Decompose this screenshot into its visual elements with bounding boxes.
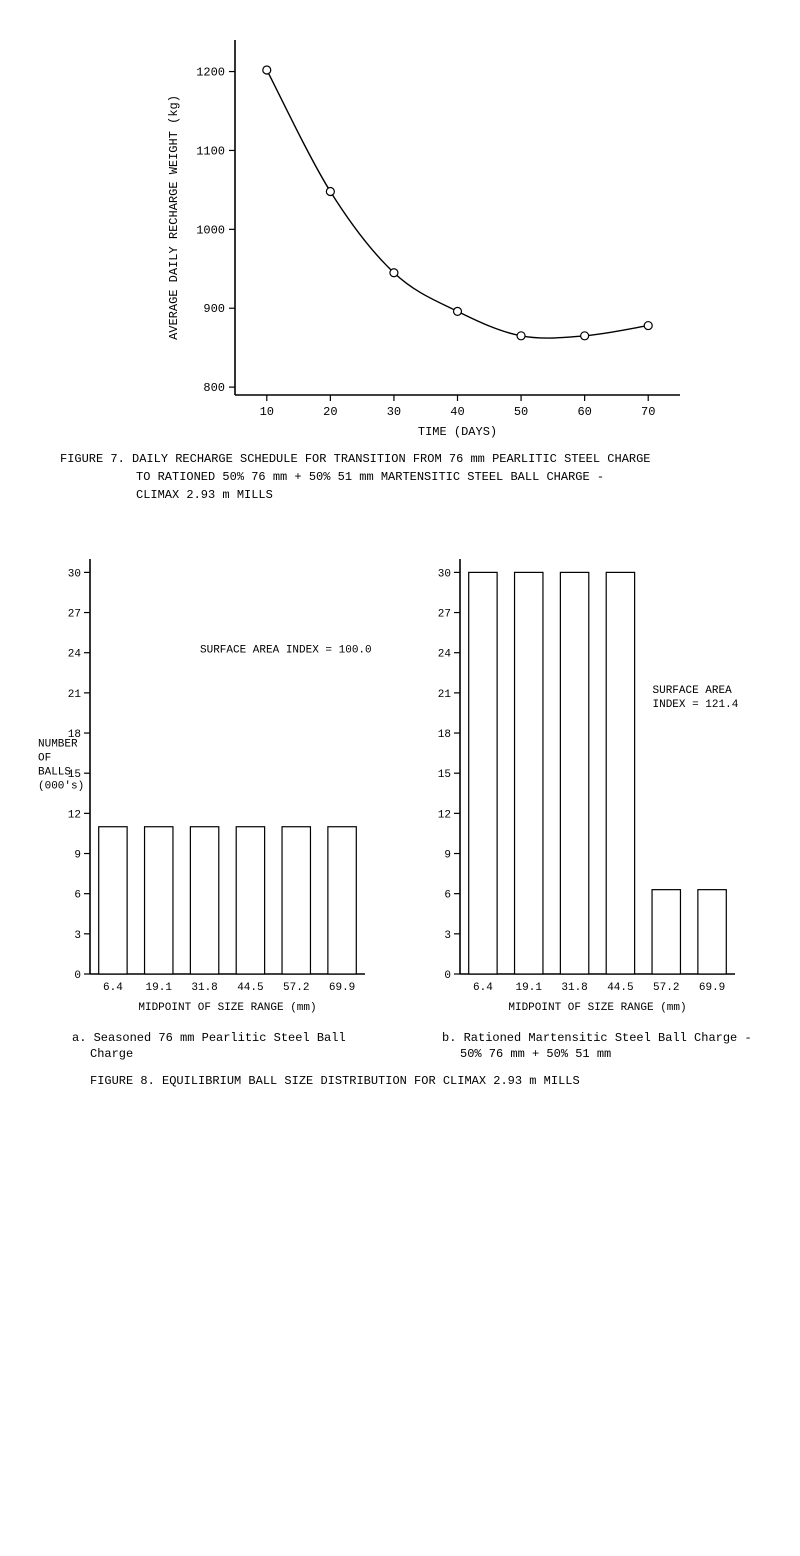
figure-8-panel-b-subcaption: b. Rationed Martensitic Steel Ball Charg… [400, 1030, 770, 1062]
svg-text:20: 20 [323, 405, 337, 419]
svg-text:(000's): (000's) [38, 781, 84, 793]
svg-text:21: 21 [438, 689, 452, 701]
svg-text:6: 6 [74, 890, 81, 902]
figure-7-caption: FIGURE 7. DAILY RECHARGE SCHEDULE FOR TR… [30, 450, 770, 504]
figure-7-chart: 10 20 30 40 50 60 70 800 900 1000 1100 1200 TIME (DA… [140, 20, 770, 440]
svg-text:1200: 1200 [196, 66, 225, 80]
svg-text:10: 10 [260, 405, 274, 419]
svg-text:TIME (DAYS): TIME (DAYS) [418, 425, 497, 439]
figure-8-panel-b-chart: 0 3 6 9 12 15 18 21 24 27 30 6.4 19.1 31.8 44.5 57.2 69.… [400, 544, 770, 1024]
svg-text:30: 30 [68, 568, 81, 580]
svg-text:NUMBER: NUMBER [38, 739, 78, 751]
figure-8-panels: 0369121518212427306.419.131.844.557.269.… [30, 544, 770, 1062]
svg-text:69.9: 69.9 [329, 982, 355, 994]
svg-text:12: 12 [68, 809, 81, 821]
svg-text:19.1: 19.1 [146, 982, 173, 994]
figure-7-caption-line1: FIGURE 7. DAILY RECHARGE SCHEDULE FOR TR… [60, 450, 750, 468]
svg-text:MIDPOINT OF SIZE RANGE (mm): MIDPOINT OF SIZE RANGE (mm) [138, 1002, 316, 1014]
figure-7-caption-line3: CLIMAX 2.93 m MILLS [60, 486, 750, 504]
figure-8-panel-a: 0369121518212427306.419.131.844.557.269.… [30, 544, 380, 1062]
svg-text:70: 70 [641, 405, 655, 419]
figure-7-caption-line2: TO RATIONED 50% 76 mm + 50% 51 mm MARTEN… [60, 468, 750, 486]
svg-text:31.8: 31.8 [561, 982, 587, 994]
svg-text:INDEX = 121.4: INDEX = 121.4 [653, 699, 739, 711]
svg-text:OF: OF [38, 753, 51, 765]
svg-text:1100: 1100 [196, 144, 225, 158]
svg-text:900: 900 [203, 302, 225, 316]
svg-text:31.8: 31.8 [191, 982, 217, 994]
svg-text:50: 50 [514, 405, 528, 419]
figure-7: 10 20 30 40 50 60 70 800 900 1000 1100 1200 TIME (DA… [30, 20, 770, 504]
svg-text:15: 15 [438, 769, 451, 781]
svg-text:60: 60 [577, 405, 591, 419]
svg-text:SURFACE AREA INDEX = 100.0: SURFACE AREA INDEX = 100.0 [200, 645, 372, 657]
figure-8: 0369121518212427306.419.131.844.557.269.… [30, 544, 770, 1090]
svg-text:19.1: 19.1 [516, 982, 543, 994]
svg-text:3: 3 [74, 930, 81, 942]
svg-text:6: 6 [444, 890, 451, 902]
svg-text:24: 24 [438, 649, 452, 661]
svg-text:27: 27 [438, 609, 451, 621]
svg-text:BALLS: BALLS [38, 767, 71, 779]
svg-text:69.9: 69.9 [699, 982, 725, 994]
svg-text:30: 30 [387, 405, 401, 419]
svg-text:3: 3 [444, 930, 451, 942]
svg-text:0: 0 [74, 970, 81, 982]
figure-8-caption: FIGURE 8. EQUILIBRIUM BALL SIZE DISTRIBU… [30, 1072, 770, 1090]
svg-text:40: 40 [450, 405, 464, 419]
svg-text:6.4: 6.4 [103, 982, 123, 994]
svg-text:27: 27 [68, 609, 81, 621]
svg-text:SURFACE AREA: SURFACE AREA [653, 685, 733, 697]
figure-8-panel-a-subcaption: a. Seasoned 76 mm Pearlitic Steel Ball C… [30, 1030, 380, 1062]
svg-text:AVERAGE DAILY RECHARGE WEIGHT: AVERAGE DAILY RECHARGE WEIGHT (kg) [167, 95, 181, 340]
svg-text:6.4: 6.4 [473, 982, 493, 994]
svg-text:57.2: 57.2 [283, 982, 309, 994]
svg-text:57.2: 57.2 [653, 982, 679, 994]
figure-8-panel-a-chart: 0369121518212427306.419.131.844.557.269.… [30, 544, 380, 1024]
svg-text:12: 12 [438, 809, 451, 821]
svg-text:18: 18 [438, 729, 451, 741]
svg-text:0: 0 [444, 970, 451, 982]
svg-text:21: 21 [68, 689, 82, 701]
svg-text:44.5: 44.5 [237, 982, 263, 994]
svg-text:1000: 1000 [196, 223, 225, 237]
svg-text:MIDPOINT OF SIZE RANGE (mm): MIDPOINT OF SIZE RANGE (mm) [508, 1002, 686, 1014]
svg-text:800: 800 [203, 381, 225, 395]
figure-8-panel-b: 0 3 6 9 12 15 18 21 24 27 30 6.4 19.1 31.8 44.5 57.2 69.… [400, 544, 770, 1062]
svg-text:24: 24 [68, 649, 82, 661]
svg-text:30: 30 [438, 568, 451, 580]
svg-text:9: 9 [74, 850, 81, 862]
svg-text:9: 9 [444, 850, 451, 862]
svg-text:44.5: 44.5 [607, 982, 633, 994]
